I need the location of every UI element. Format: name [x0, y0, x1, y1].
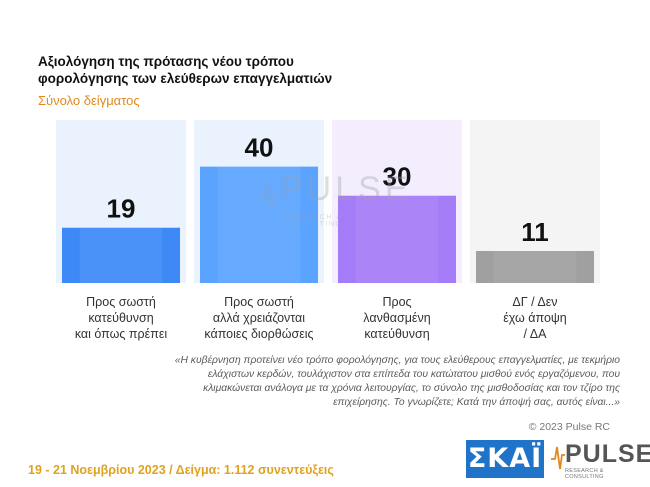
bar-highlight-4: [493, 251, 577, 283]
category-label-2: Προς σωστή αλλά χρειάζονται κάποιες διορ…: [204, 295, 314, 341]
chart-title: Αξιολόγηση της πρότασης νέου τρόπου φορο…: [38, 54, 333, 86]
pulse-logo-subtext: RESEARCH & CONSULTING: [565, 468, 604, 480]
skai-logo: ΣΚΑΪ: [466, 440, 544, 478]
copyright-text: © 2023 Pulse RC: [528, 421, 610, 433]
chart-subtitle: Σύνολο δείγματος: [38, 93, 140, 108]
bar-chart: 19 40 30 11: [56, 120, 600, 283]
survey-question: «Η κυβέρνηση προτείνει νέο τρόπο φορολόγ…: [174, 355, 620, 408]
bar-value-label-2: 40: [245, 133, 274, 163]
category-label-1: Προς σωστή κατεύθυνση και όπως πρέπει: [74, 295, 168, 341]
pulse-logo-text: PULSE: [565, 440, 650, 468]
bar-highlight-3: [355, 195, 439, 283]
pulse-logo-wave-icon: [551, 446, 565, 470]
bar-value-label-4: 11: [521, 217, 549, 247]
bar-4: [476, 251, 594, 283]
bar-highlight-1: [79, 227, 163, 283]
bar-highlight-2: [217, 166, 301, 283]
bar-value-label-3: 30: [383, 162, 412, 192]
bar-2: [200, 166, 318, 283]
skai-logo-text: ΣΚΑΪ: [467, 443, 543, 474]
pulse-logo: PULSE RESEARCH & CONSULTING: [551, 440, 650, 480]
category-label-4: ΔΓ / Δεν έχω άποψη / ΔΑ: [503, 295, 567, 341]
bar-3: [338, 195, 456, 283]
bar-value-label-1: 19: [107, 194, 136, 224]
category-label-3: Προς λανθασμένη κατεύθυνση: [363, 295, 431, 341]
survey-date-sample: 19 - 21 Νοεμβρίου 2023 / Δείγμα: 1.112 σ…: [28, 463, 334, 477]
bar-1: [62, 227, 180, 283]
